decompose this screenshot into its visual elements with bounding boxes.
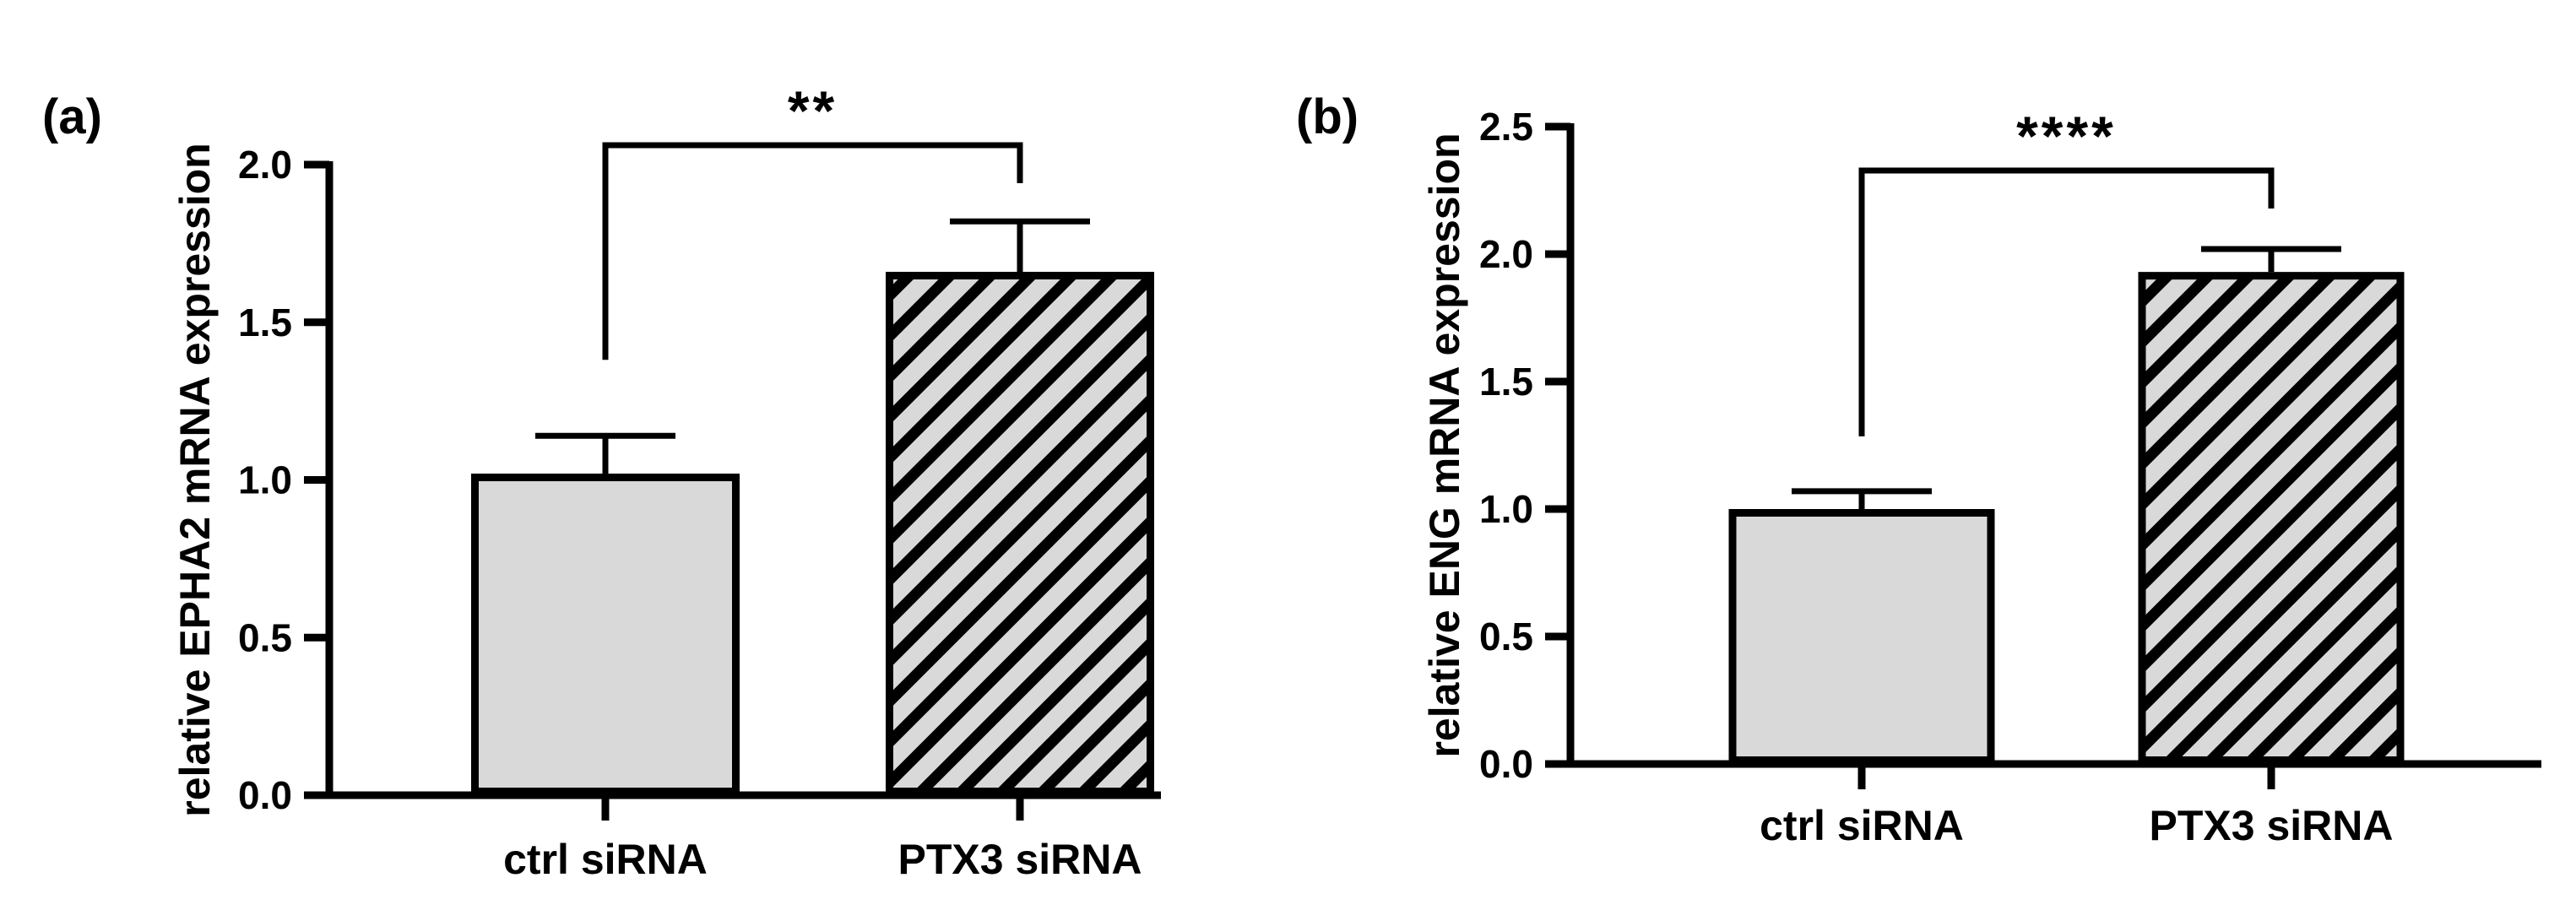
significance-bracket [602,142,1023,360]
significance-label: **** [2016,105,2117,167]
y-tick-label: 1.0 [238,458,292,502]
significance-label: ** [788,79,838,142]
y-axis-title: relative EPHA2 mRNA expression [171,143,219,816]
panel-label: (a) [42,89,102,144]
bar-ptx3-sirna [2138,272,2405,764]
bar-ctrl-sirna [1728,509,1995,764]
panel-label: (b) [1296,89,1359,144]
x-tick-label: PTX3 siRNA [898,836,1142,883]
y-tick-label: 0.0 [1479,742,1533,786]
bar-ctrl-sirna [471,474,740,796]
y-tick-label: 2.5 [1479,105,1533,149]
x-tick-label: ctrl siRNA [1760,802,1964,849]
x-tick-label: ctrl siRNA [503,836,708,883]
y-tick-label: 1.0 [1479,487,1533,531]
y-axis-title: relative ENG mRNA expression [1421,133,1468,757]
bar-ptx3-sirna [886,271,1154,795]
y-tick-label: 2.0 [1479,232,1533,276]
panel-a: (a) relative EPHA2 mRNA expression 0.0 0.5 1… [42,79,1161,883]
y-tick-label: 1.5 [238,301,292,344]
y-tick-label: 2.0 [238,143,292,187]
y-tick-label: 0.0 [238,773,292,817]
significance-bracket [1858,167,2275,436]
y-tick-label: 0.5 [1479,615,1533,658]
x-tick-label: PTX3 siRNA [2150,802,2394,849]
y-tick-label: 0.5 [238,615,292,659]
y-tick-label: 1.5 [1479,360,1533,404]
